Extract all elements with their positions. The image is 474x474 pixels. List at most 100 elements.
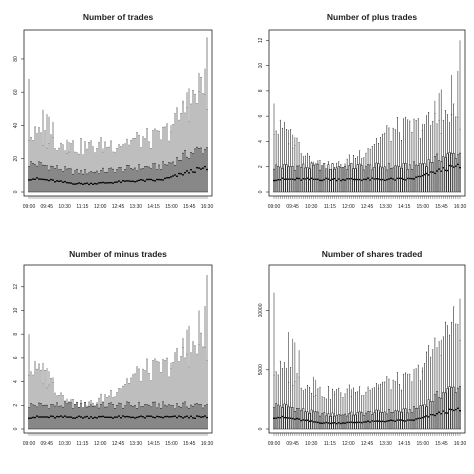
box-body [84, 402, 86, 430]
box-61 [148, 373, 150, 430]
box-37 [348, 154, 351, 193]
box-83 [444, 110, 447, 193]
box-77 [180, 356, 182, 430]
box-body [459, 386, 461, 430]
box-58 [392, 127, 395, 193]
box-29 [331, 388, 334, 430]
box-body [88, 172, 90, 193]
y-tick-label: 80 [13, 56, 19, 62]
box-45 [116, 147, 118, 193]
chart-title: Number of plus trades [327, 12, 417, 22]
box-body [66, 403, 68, 430]
box-body [350, 162, 353, 193]
box-84 [446, 114, 449, 193]
box-body [46, 165, 48, 193]
box-76 [178, 119, 180, 193]
box-body [204, 405, 206, 430]
box-70 [417, 364, 420, 430]
box-13 [52, 377, 54, 430]
box-46 [118, 387, 120, 430]
box-13 [52, 121, 54, 193]
box-36 [98, 397, 100, 430]
box-78 [182, 337, 184, 430]
box-41 [108, 395, 110, 430]
box-15 [302, 390, 305, 430]
box-81 [440, 89, 443, 193]
box-body [76, 168, 78, 193]
box-89 [204, 68, 206, 193]
box-4 [34, 361, 36, 430]
box-61 [148, 141, 150, 193]
plot-frame [23, 29, 213, 197]
box-50 [126, 378, 128, 430]
box-body [182, 402, 184, 430]
box-22 [316, 388, 319, 430]
x-tick-label: 16:30 [201, 204, 214, 210]
box-body [184, 401, 186, 430]
box-30 [333, 167, 336, 193]
x-tick-label: 14:15 [147, 204, 160, 210]
box-body [138, 402, 140, 430]
y-tick-label: 10000 [258, 303, 264, 317]
box-body [198, 148, 200, 193]
box-body [126, 164, 128, 193]
box-body [404, 408, 407, 430]
y-tick-label: 0 [13, 427, 19, 430]
x-tick-label: 11:15 [76, 441, 88, 447]
box-86 [198, 72, 200, 193]
box-body [68, 168, 70, 193]
box-12 [296, 373, 298, 430]
box-37 [348, 384, 351, 430]
box-59 [144, 138, 146, 193]
box-body [184, 150, 186, 193]
box-53 [381, 133, 384, 193]
x-tick-label: 11:15 [324, 441, 336, 447]
box-71 [168, 376, 170, 430]
y-tick-label: 0 [13, 190, 19, 193]
box-68 [162, 126, 164, 193]
box-18 [308, 387, 311, 430]
box-body [310, 162, 313, 193]
chart-title: Number of shares traded [322, 249, 423, 259]
box-body [394, 165, 397, 193]
x-tick-label: 15:00 [417, 441, 430, 447]
box-body [408, 409, 411, 430]
x-tick-label: 09:45 [286, 441, 299, 447]
box-14 [54, 392, 56, 430]
box-27 [327, 386, 330, 430]
box-body [182, 152, 184, 193]
box-75 [427, 345, 430, 430]
box-body [98, 407, 100, 430]
y-tick-label: 5000 [258, 364, 264, 375]
x-tick-label: 09:00 [23, 204, 36, 210]
box-64 [154, 128, 156, 193]
box-70 [166, 357, 168, 430]
box-body [421, 163, 424, 193]
box-39 [352, 155, 355, 193]
box-51 [128, 383, 130, 430]
box-26 [325, 168, 328, 193]
box-54 [134, 138, 136, 193]
box-74 [425, 351, 428, 430]
x-tick-label: 12:45 [361, 204, 374, 210]
y-tick-label: 2 [258, 165, 264, 168]
box-body [293, 170, 296, 193]
box-65 [406, 373, 409, 430]
x-tick-label: 14:15 [398, 204, 411, 210]
box-body [402, 408, 405, 430]
box-body [325, 168, 328, 193]
box-51 [128, 144, 130, 193]
box-14 [54, 148, 56, 193]
box-69 [164, 126, 166, 193]
box-8 [287, 129, 290, 193]
box-17 [60, 142, 62, 193]
box-79 [436, 347, 438, 430]
box-body [433, 156, 436, 193]
x-tick-label: 15:45 [183, 441, 196, 447]
box-body [166, 405, 168, 430]
box-3 [32, 139, 34, 193]
box-47 [120, 388, 122, 430]
box-5 [36, 133, 38, 193]
box-55 [385, 125, 388, 193]
